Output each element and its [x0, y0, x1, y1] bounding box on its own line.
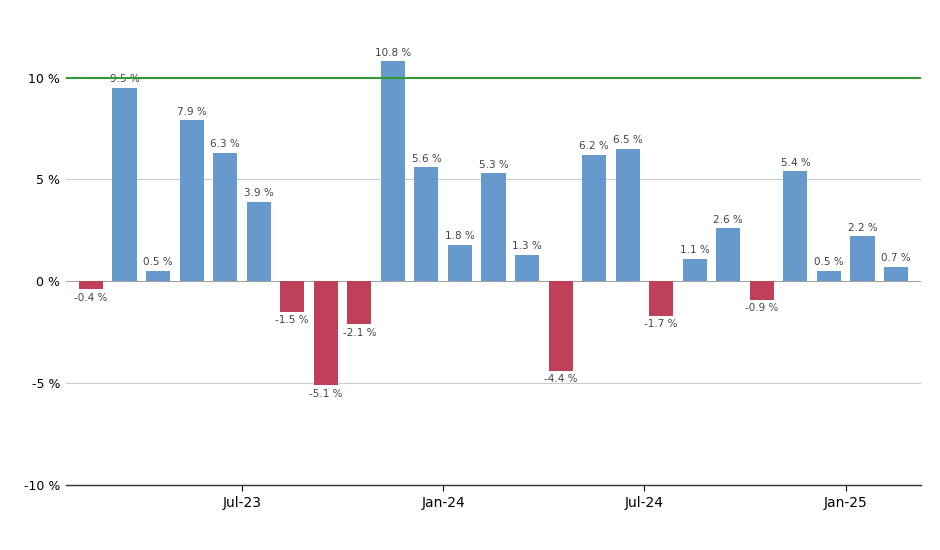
Text: 1.8 %: 1.8 % [445, 231, 475, 241]
Text: -5.1 %: -5.1 % [309, 389, 342, 399]
Text: 5.3 %: 5.3 % [478, 160, 509, 169]
Text: 3.9 %: 3.9 % [243, 188, 274, 198]
Text: -4.4 %: -4.4 % [544, 375, 577, 384]
Bar [616, 149, 640, 281]
Text: 0.5 %: 0.5 % [143, 257, 173, 267]
Text: -0.4 %: -0.4 % [74, 293, 108, 303]
Bar [280, 281, 305, 312]
Text: 10.8 %: 10.8 % [375, 48, 411, 58]
Text: -0.9 %: -0.9 % [745, 303, 778, 313]
Bar [851, 236, 874, 281]
Text: 7.9 %: 7.9 % [177, 107, 207, 117]
Bar [347, 281, 371, 324]
Bar [549, 281, 572, 371]
Bar [750, 281, 774, 300]
Text: 9.5 %: 9.5 % [110, 74, 139, 84]
Bar [447, 245, 472, 281]
Bar [246, 202, 271, 281]
Text: 1.1 %: 1.1 % [680, 245, 710, 255]
Text: 2.6 %: 2.6 % [713, 214, 744, 224]
Text: 5.4 %: 5.4 % [780, 158, 810, 168]
Text: 1.3 %: 1.3 % [512, 241, 542, 251]
Text: -1.5 %: -1.5 % [275, 315, 309, 326]
Text: 0.7 %: 0.7 % [881, 254, 911, 263]
Bar [716, 228, 741, 281]
Bar [314, 281, 337, 385]
Text: 6.5 %: 6.5 % [613, 135, 643, 145]
Bar [682, 259, 707, 281]
Bar [79, 281, 103, 289]
Bar [146, 271, 170, 281]
Text: 6.3 %: 6.3 % [211, 139, 240, 149]
Bar [113, 88, 136, 281]
Bar [213, 153, 237, 281]
Text: 0.5 %: 0.5 % [814, 257, 844, 267]
Bar [582, 155, 606, 281]
Bar [817, 271, 841, 281]
Bar [180, 120, 204, 281]
Text: -2.1 %: -2.1 % [342, 328, 376, 338]
Text: -1.7 %: -1.7 % [645, 320, 678, 329]
Bar [381, 61, 405, 281]
Bar [515, 255, 540, 281]
Bar [884, 267, 908, 281]
Text: 5.6 %: 5.6 % [412, 153, 441, 163]
Text: 2.2 %: 2.2 % [848, 223, 877, 233]
Text: 6.2 %: 6.2 % [579, 141, 609, 151]
Bar [481, 173, 506, 281]
Bar [650, 281, 673, 316]
Bar [415, 167, 438, 281]
Bar [783, 171, 807, 281]
